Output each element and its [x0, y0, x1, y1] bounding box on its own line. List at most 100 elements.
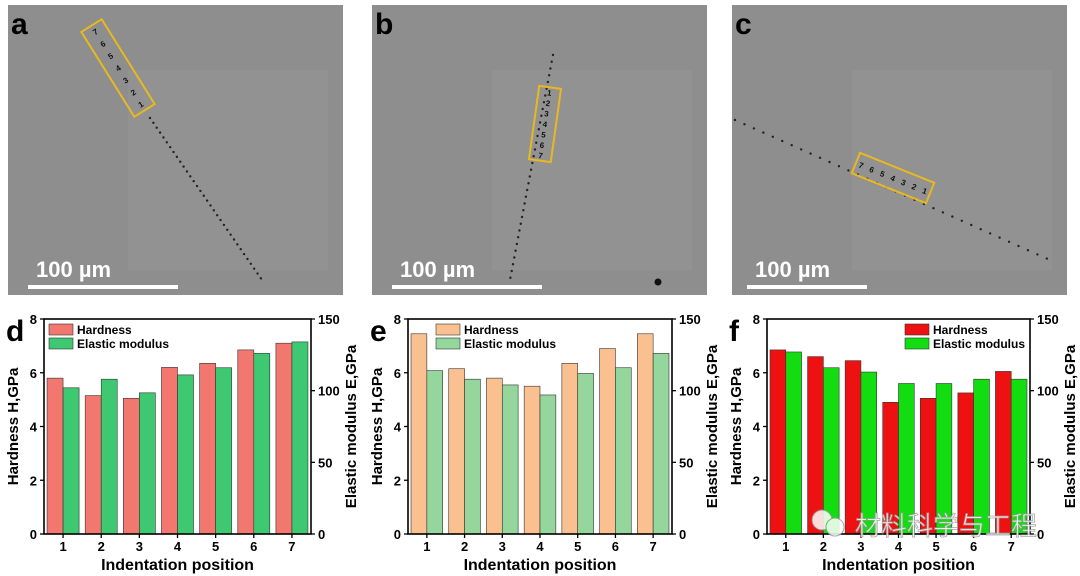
y-tick-label: 8: [30, 312, 37, 327]
bar-hardness-6: [237, 349, 255, 535]
y-tick-label: 0: [753, 527, 760, 542]
panel-label: f: [729, 315, 740, 348]
bar-modulus-6: [615, 367, 632, 535]
indent-mark: [209, 204, 212, 207]
legend-label: Elastic modulus: [77, 337, 169, 351]
legend-label: Hardness: [464, 323, 519, 337]
legend-swatch: [904, 323, 930, 336]
legend-swatch: [904, 337, 930, 350]
y2-tick-label: 0: [1037, 527, 1044, 542]
x-axis-label: Indentation position: [822, 557, 975, 574]
indent-mark: [216, 214, 219, 217]
chart-d: 1 2 3 4 5 6 7 0 2 4 6 8 0 50 100 150 Indentation positio…: [5, 312, 360, 574]
indent-mark: [837, 165, 841, 168]
indent-mark: [540, 114, 543, 117]
legend-swatch: [435, 323, 461, 336]
y-tick-label: 8: [394, 312, 401, 327]
indent-mark: [236, 243, 239, 246]
x-tick-label: 1: [423, 539, 430, 554]
bar-modulus-7: [291, 341, 309, 535]
indent-mark: [998, 236, 1001, 239]
indent-mark: [1026, 249, 1030, 252]
indent-mark: [222, 223, 226, 227]
micrograph-panel-c: 7 6 5 4 3 2 1 c 100 µm: [732, 5, 1067, 295]
indent-mark: [533, 148, 537, 151]
indent-mark: [551, 53, 555, 57]
bar-hardness-7: [995, 371, 1012, 535]
indent-mark: [168, 145, 172, 149]
grain-region: [852, 70, 1052, 270]
indent-mark: [546, 80, 550, 84]
indent-mark: [528, 175, 531, 178]
indent-number: 3: [900, 178, 908, 188]
bar-hardness-5: [561, 363, 579, 535]
indent-mark: [544, 94, 547, 97]
x-tick-label: 5: [212, 539, 219, 554]
y2-tick-label: 100: [318, 384, 340, 399]
indent-mark: [970, 223, 973, 227]
indent-number: 7: [538, 151, 544, 161]
panel-label: d: [6, 315, 24, 348]
legend-swatch: [435, 337, 461, 350]
watermark-text: 材料科学与工程: [855, 511, 1037, 541]
x-tick-label: 5: [574, 539, 581, 554]
x-tick-label: 4: [536, 539, 544, 554]
indent-mark: [520, 215, 524, 219]
indent-mark: [545, 87, 548, 90]
legend-swatch: [48, 323, 74, 336]
indent-mark: [799, 148, 803, 151]
indent-mark: [752, 127, 756, 130]
indent-mark: [549, 67, 552, 70]
indent-number: 6: [99, 39, 108, 49]
x-tick-label: 7: [288, 539, 295, 554]
bar-hardness-1: [769, 349, 787, 535]
y2-tick-label: 50: [679, 455, 693, 470]
indent-mark: [537, 128, 541, 131]
indent-mark: [941, 211, 945, 214]
y-tick-label: 4: [753, 420, 761, 435]
bar-modulus-2: [823, 367, 840, 535]
indent-mark: [518, 229, 521, 232]
bar-modulus-1: [426, 370, 443, 535]
scale-bar-label: 100 µm: [400, 257, 475, 282]
indent-number: 2: [129, 87, 138, 97]
indent-mark: [979, 228, 982, 231]
bar-modulus-7: [652, 353, 670, 535]
y-axis-label: Hardness H,GPa: [369, 367, 386, 485]
indent-mark: [242, 252, 246, 256]
bar-hardness-1: [46, 377, 64, 535]
watermark: 材料科学与工程: [811, 509, 1037, 541]
y2-tick-label: 50: [318, 455, 332, 470]
x-tick-label: 4: [174, 539, 182, 554]
y-axis-label: Hardness H,GPa: [728, 367, 745, 485]
x-axis-label: Indentation position: [464, 557, 617, 574]
indent-number: 7: [857, 161, 865, 171]
bar-hardness-1: [410, 333, 428, 535]
indent-mark: [165, 141, 168, 144]
indent-mark: [522, 209, 525, 212]
x-tick-label: 1: [59, 539, 66, 554]
indent-mark: [529, 168, 533, 171]
indent-mark: [212, 209, 216, 212]
indent-mark: [513, 256, 516, 259]
grain-region: [128, 70, 328, 270]
indent-mark: [199, 189, 202, 193]
y-tick-label: 2: [753, 473, 760, 488]
bar-hardness-7: [275, 342, 293, 535]
indent-mark: [527, 182, 530, 185]
indent-number: 2: [545, 99, 551, 109]
indent-mark: [172, 150, 175, 154]
legend-label: Elastic modulus: [933, 337, 1025, 351]
indent-number: 5: [106, 51, 115, 61]
indent-number: 6: [539, 141, 545, 151]
indent-mark: [531, 161, 534, 165]
y2-tick-label: 100: [679, 384, 701, 399]
indent-mark: [524, 195, 528, 198]
bar-hardness-6: [599, 348, 616, 535]
bar-modulus-4: [539, 394, 557, 535]
indent-mark: [148, 116, 152, 120]
